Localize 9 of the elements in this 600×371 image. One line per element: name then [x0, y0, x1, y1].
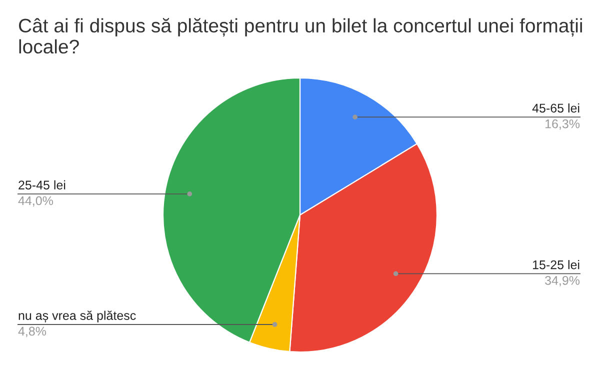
data-label: 4,8%	[18, 326, 46, 338]
slice-label: nu aș vrea să plătesc	[18, 310, 136, 322]
data-label: 16,3%	[546, 119, 580, 130]
data-label: 44,0%	[18, 196, 53, 207]
data-label: 34,9%	[545, 276, 580, 286]
chart-title: Cât ai fi dispus să plătești pentru un bilet la concertul unei formații locale?	[18, 18, 582, 54]
slice-label: 25-45 lei	[18, 180, 66, 190]
slice-label: 15-25 lei	[533, 260, 580, 270]
slice-label: 45-65 lei	[532, 103, 580, 113]
